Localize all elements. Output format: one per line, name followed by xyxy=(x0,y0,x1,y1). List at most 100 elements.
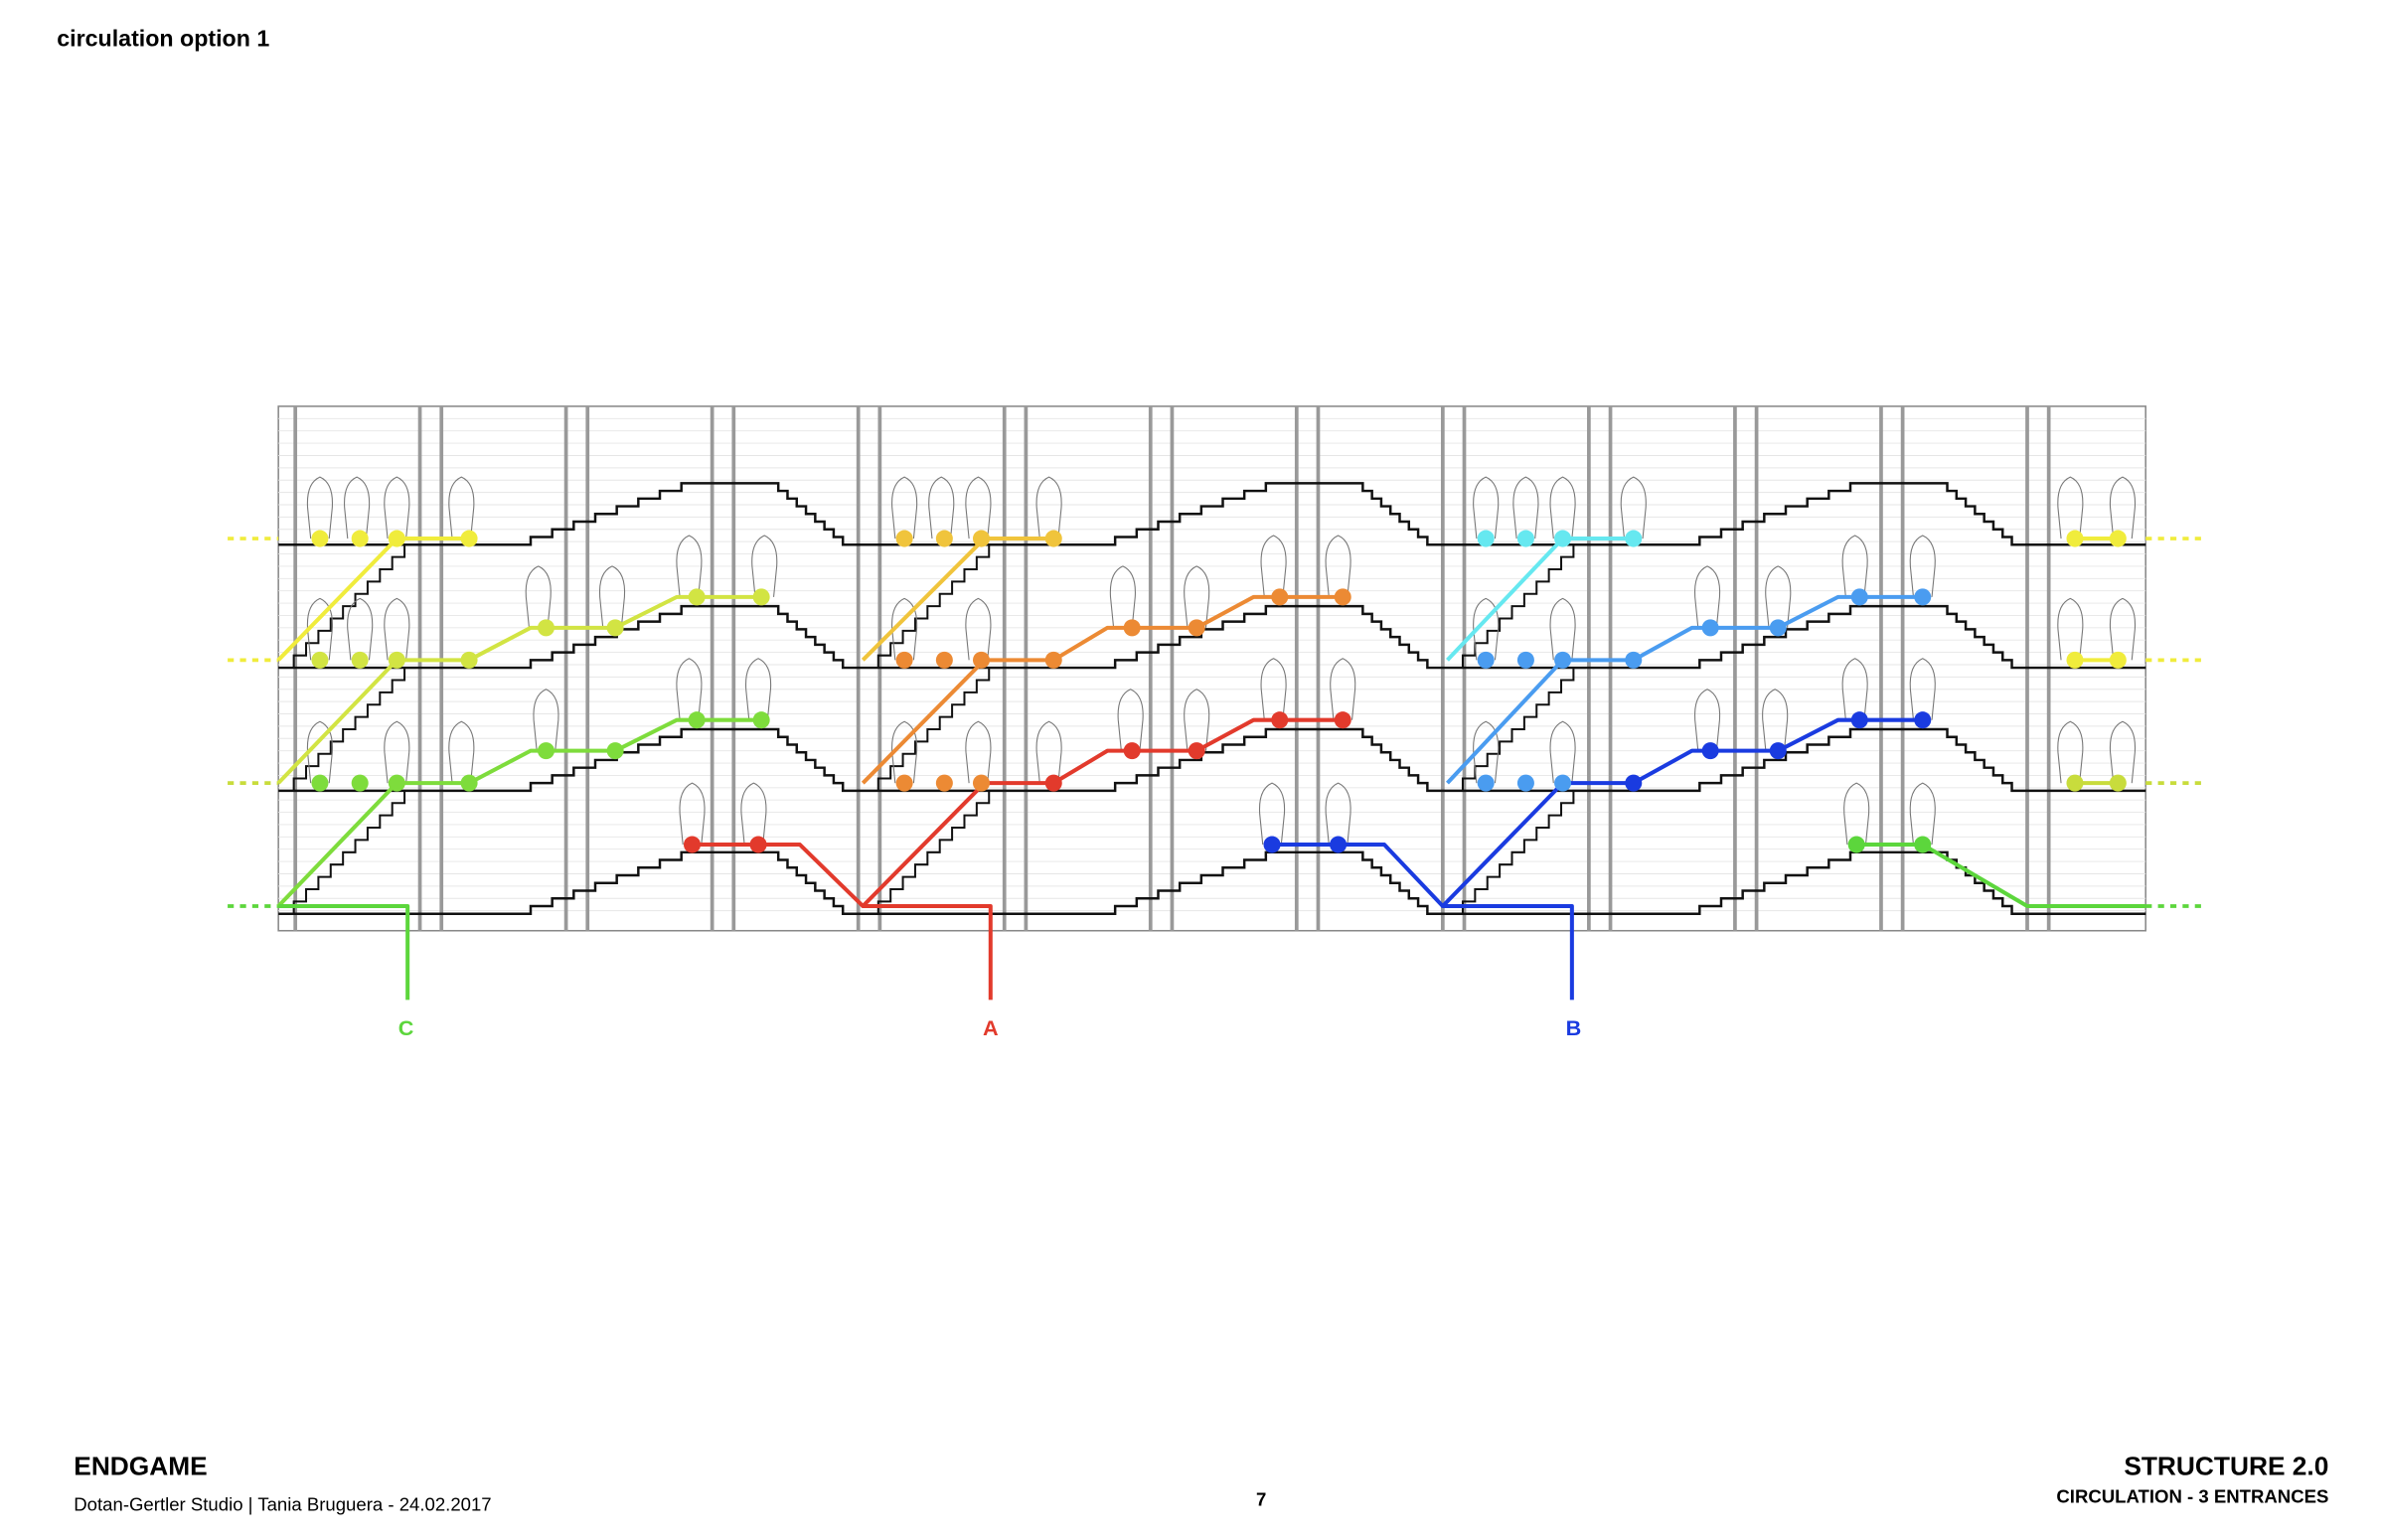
person-figure xyxy=(1841,658,1868,720)
stop-dot xyxy=(1625,530,1643,547)
person-figure xyxy=(306,720,334,784)
person-figure xyxy=(2109,476,2137,539)
person-figure xyxy=(1909,535,1936,597)
person-figure xyxy=(965,720,992,784)
stop-dot xyxy=(752,588,770,606)
stair xyxy=(876,543,1002,669)
person-figure xyxy=(2109,597,2137,661)
person-figure xyxy=(1549,597,1576,661)
stair xyxy=(292,667,417,791)
entrance-label: A xyxy=(983,1015,999,1040)
person-figure xyxy=(1035,476,1062,539)
person-figure xyxy=(1765,565,1792,628)
person-figure xyxy=(1260,535,1287,597)
person-figure xyxy=(306,597,334,661)
person-figure xyxy=(2057,476,2084,539)
stop-dot xyxy=(972,774,991,792)
person-figure xyxy=(1117,689,1144,751)
person-figure xyxy=(384,720,410,784)
stop-dot xyxy=(1334,588,1351,606)
stop-dot xyxy=(1625,774,1643,792)
person-figure xyxy=(1473,597,1500,661)
person-figure xyxy=(1330,658,1356,720)
stair xyxy=(292,543,417,669)
stop-dot xyxy=(1516,530,1534,547)
circulation-route xyxy=(861,717,1344,1001)
stop-dot xyxy=(752,711,770,729)
stop-dot xyxy=(606,742,624,760)
stop-dot xyxy=(1516,651,1534,669)
stop-dot xyxy=(1271,588,1289,606)
person-figure xyxy=(891,720,918,784)
person-figure xyxy=(2057,597,2084,661)
circulation-route xyxy=(276,717,762,908)
stop-dot xyxy=(351,530,369,547)
entrance-label: B xyxy=(1566,1015,1582,1040)
person-figure xyxy=(533,689,559,751)
person-figure xyxy=(1473,476,1500,539)
person-figure xyxy=(1841,535,1868,597)
stop-dot xyxy=(2109,651,2127,669)
person-figure xyxy=(1620,476,1647,539)
stop-dot xyxy=(895,651,913,669)
stop-dot xyxy=(1044,530,1062,547)
person-figure xyxy=(1325,782,1351,846)
stop-dot xyxy=(1334,711,1351,729)
person-figure xyxy=(891,476,918,539)
stop-dot xyxy=(460,774,478,792)
page-number: 7 xyxy=(1256,1489,1266,1510)
stop-dot xyxy=(311,530,329,547)
stop-dot xyxy=(1044,651,1062,669)
project-name: ENDGAME xyxy=(74,1452,207,1481)
stop-dot xyxy=(351,774,369,792)
stop-dot xyxy=(460,651,478,669)
person-figure xyxy=(928,476,955,539)
floor-profile xyxy=(278,482,2146,546)
stop-dot xyxy=(351,651,369,669)
stop-dot xyxy=(1477,774,1495,792)
stop-dot xyxy=(1769,619,1787,637)
person-figure xyxy=(384,597,410,661)
stop-dot xyxy=(537,619,555,637)
person-figure xyxy=(1843,782,1870,846)
stop-dot xyxy=(972,530,991,547)
stop-dot xyxy=(1263,836,1281,853)
person-figure xyxy=(1109,565,1136,628)
stair xyxy=(292,789,417,914)
stop-dot xyxy=(1554,774,1572,792)
floor-profile xyxy=(278,727,2146,793)
stop-dot xyxy=(1769,742,1787,760)
stair xyxy=(876,789,1002,914)
person-figure xyxy=(1909,782,1936,846)
person-figure xyxy=(1693,565,1721,628)
stop-dot xyxy=(1123,742,1141,760)
person-figure xyxy=(1184,565,1210,628)
floor-profile xyxy=(278,850,2146,915)
stop-dot xyxy=(972,651,991,669)
stop-dot xyxy=(1850,588,1868,606)
stop-dot xyxy=(1914,711,1932,729)
person-figure xyxy=(1260,658,1287,720)
person-figure xyxy=(1473,720,1500,784)
stop-dot xyxy=(1625,651,1643,669)
credits: Dotan-Gertler Studio | Tania Bruguera - … xyxy=(74,1493,491,1514)
stop-dot xyxy=(1850,711,1868,729)
person-figure xyxy=(306,476,334,539)
person-figure xyxy=(347,597,374,661)
circulation-route xyxy=(692,843,865,908)
stop-dot xyxy=(388,774,405,792)
person-figure xyxy=(344,476,371,539)
stop-dot xyxy=(1188,742,1205,760)
stop-dot xyxy=(2109,774,2127,792)
stop-dot xyxy=(1701,742,1719,760)
stop-dot xyxy=(388,530,405,547)
person-figure xyxy=(965,476,992,539)
stop-dot xyxy=(683,836,702,853)
stop-dot xyxy=(311,774,329,792)
person-figure xyxy=(1762,689,1789,751)
stop-dot xyxy=(935,774,953,792)
stop-dot xyxy=(537,742,555,760)
person-figure xyxy=(448,476,475,539)
